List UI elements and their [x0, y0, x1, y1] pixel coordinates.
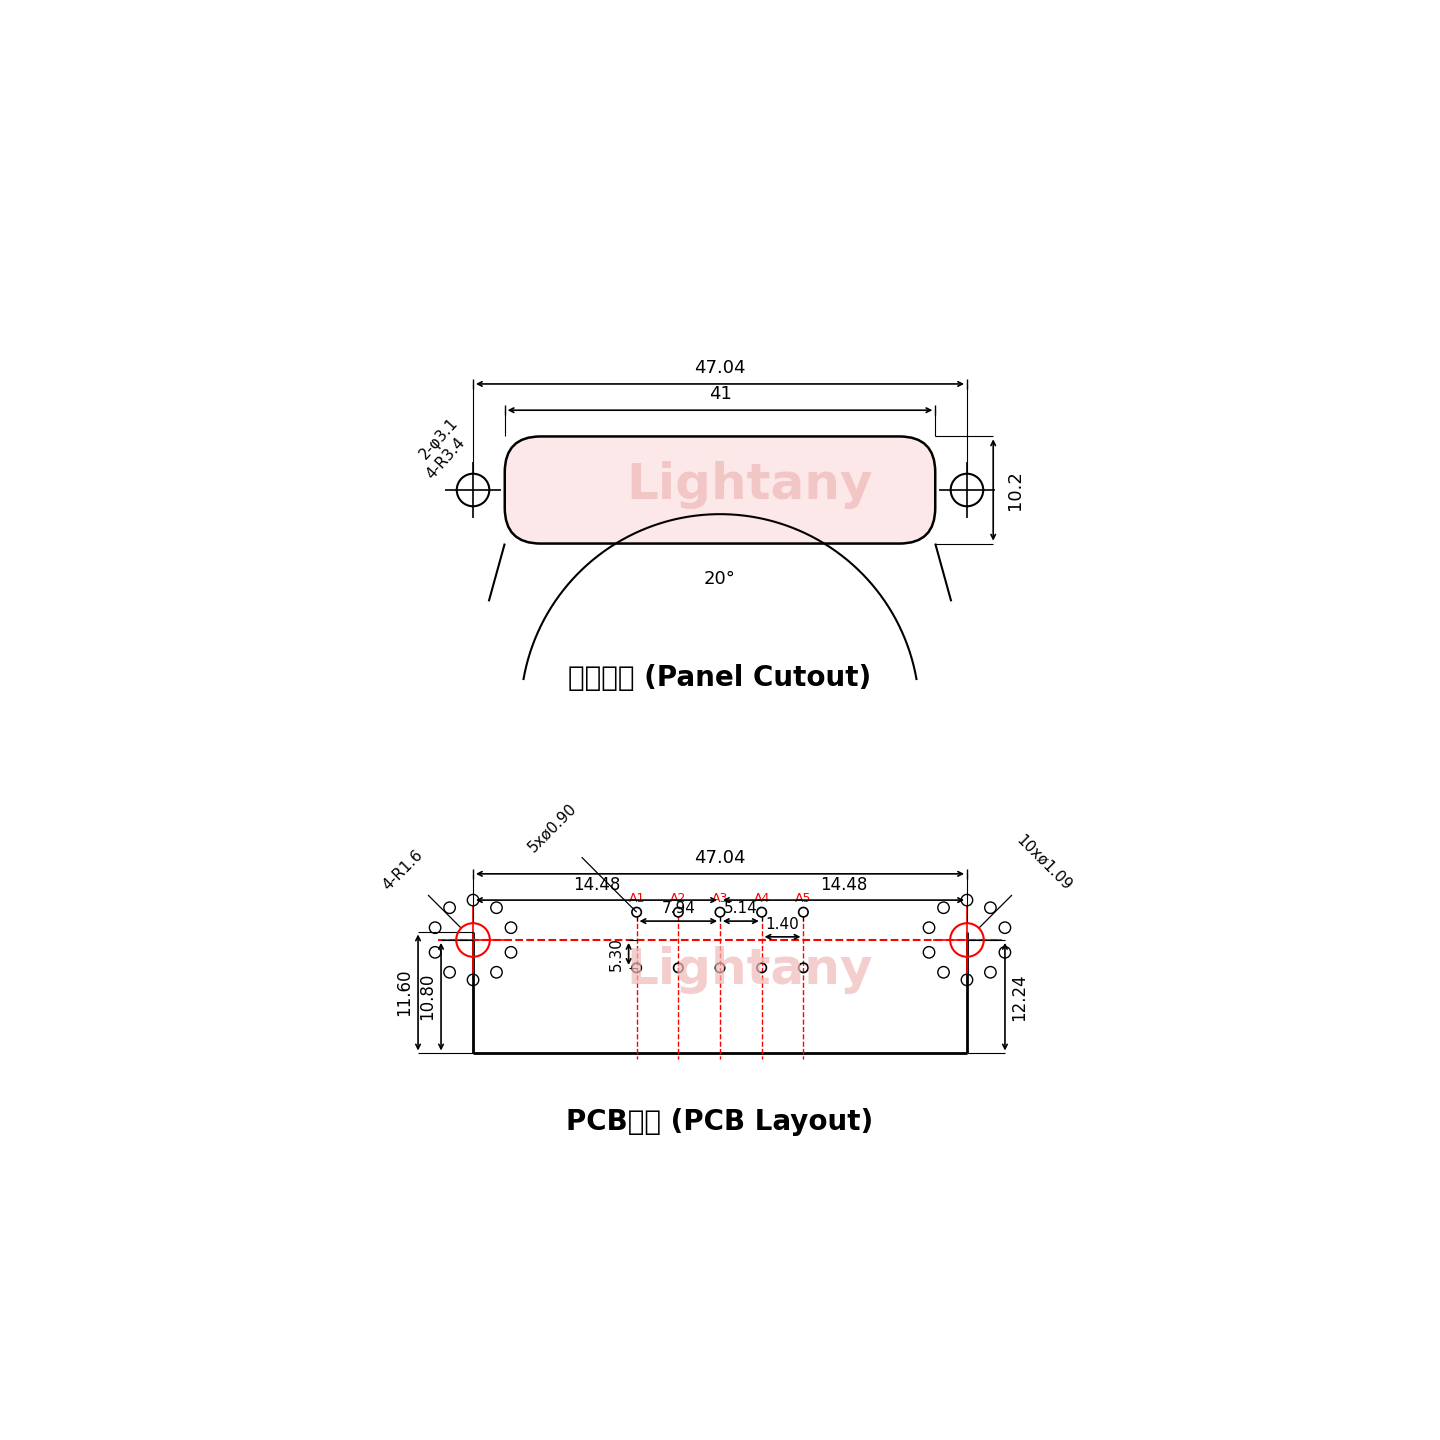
Text: 4-R1.6: 4-R1.6	[380, 847, 426, 893]
Text: PCB布局 (PCB Layout): PCB布局 (PCB Layout)	[566, 1109, 874, 1136]
Text: 面板开孔 (Panel Cutout): 面板开孔 (Panel Cutout)	[569, 664, 871, 691]
Text: 5xø0.90: 5xø0.90	[526, 801, 580, 855]
Text: 4-R3.4: 4-R3.4	[423, 435, 468, 482]
Text: 41: 41	[708, 384, 732, 403]
Text: 1.40: 1.40	[766, 917, 799, 932]
Text: A3: A3	[711, 893, 729, 906]
Text: 14.48: 14.48	[573, 876, 621, 894]
Text: 10.80: 10.80	[418, 973, 436, 1021]
Text: 14.48: 14.48	[819, 876, 867, 894]
FancyBboxPatch shape	[505, 436, 935, 543]
Text: 2-φ3.1: 2-φ3.1	[416, 415, 461, 462]
Text: 10.2: 10.2	[1007, 469, 1024, 510]
Text: 5.14: 5.14	[724, 901, 757, 916]
Text: Lightany: Lightany	[626, 461, 873, 508]
Text: 12.24: 12.24	[1009, 973, 1028, 1021]
Text: 20°: 20°	[704, 570, 736, 588]
Text: 10xø1.09: 10xø1.09	[1014, 832, 1076, 893]
Text: 47.04: 47.04	[694, 359, 746, 377]
Text: Lightany: Lightany	[626, 946, 873, 994]
Text: A1: A1	[628, 893, 645, 906]
Text: A2: A2	[670, 893, 687, 906]
Text: 5.30: 5.30	[609, 937, 624, 971]
Text: A4: A4	[753, 893, 770, 906]
Text: 7.94: 7.94	[661, 901, 696, 916]
Text: 11.60: 11.60	[395, 969, 413, 1017]
Text: A5: A5	[795, 893, 812, 906]
Text: 47.04: 47.04	[694, 848, 746, 867]
